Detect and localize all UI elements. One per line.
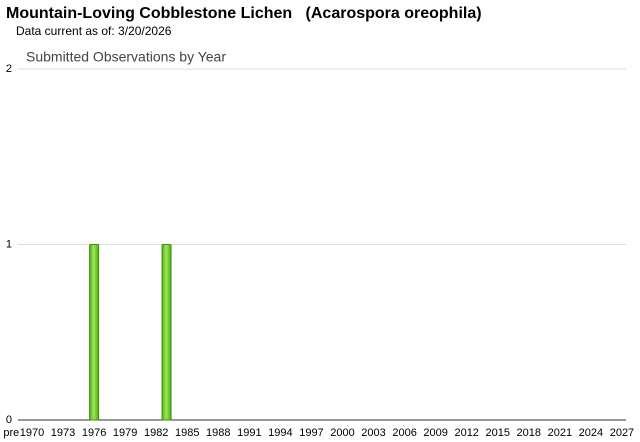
x-tick-label: 1970 — [20, 427, 44, 439]
x-tick-label: 1988 — [206, 427, 230, 439]
x-tick-label: 2027 — [610, 427, 634, 439]
x-tick-label: 1997 — [299, 427, 323, 439]
bar — [161, 244, 172, 421]
subtitle: Data current as of: 3/20/2026 — [16, 24, 172, 38]
y-tick-label: 0 — [6, 414, 12, 426]
x-tick-label: 2000 — [330, 427, 354, 439]
x-tick-label: 2024 — [579, 427, 603, 439]
x-tick-label: 1973 — [51, 427, 75, 439]
x-tick-label: 2006 — [392, 427, 416, 439]
bar — [89, 244, 100, 421]
x-tick-label: 1994 — [268, 427, 292, 439]
plot: 0 1 2 pre 1970 1973 1976 1979 1982 1985 1988 1991 19… — [3, 63, 634, 439]
x-tick-label: 2012 — [454, 427, 478, 439]
x-tick-label: 2018 — [517, 427, 541, 439]
x-tick-label: pre — [3, 427, 19, 439]
x-tick-label: 2003 — [361, 427, 385, 439]
x-tick-label: 1979 — [113, 427, 137, 439]
y-tick-label: 1 — [6, 238, 12, 250]
x-tick-label: 1976 — [82, 427, 106, 439]
x-tick-label: 1991 — [237, 427, 261, 439]
x-tick-label: 2021 — [548, 427, 572, 439]
x-tick-label: 2009 — [423, 427, 447, 439]
x-tick-label: 1982 — [144, 427, 168, 439]
page-title: Mountain-Loving Cobblestone Lichen (Acar… — [6, 5, 482, 22]
x-tick-label: 1985 — [175, 427, 199, 439]
x-tick-label: 2015 — [486, 427, 510, 439]
y-tick-label: 2 — [6, 63, 12, 75]
chart-title: Submitted Observations by Year — [26, 49, 226, 65]
